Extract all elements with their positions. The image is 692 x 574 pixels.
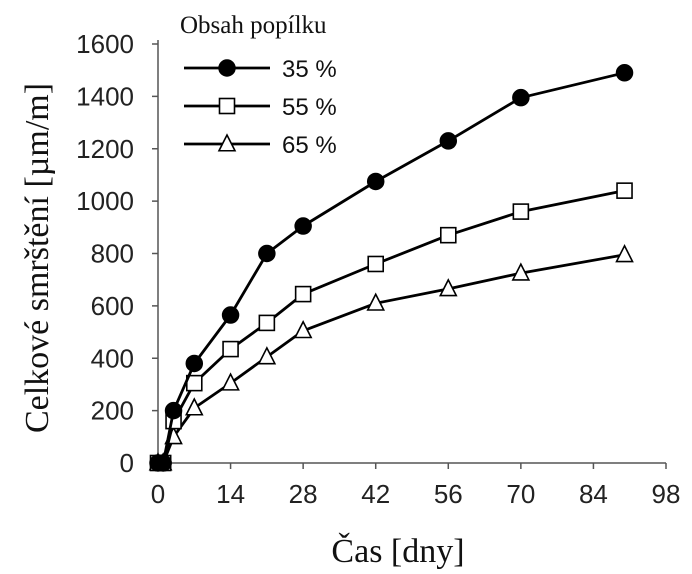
data-point — [222, 340, 239, 358]
y-tick-label: 1600 — [76, 29, 134, 59]
data-point — [221, 372, 240, 391]
data-point — [615, 244, 634, 263]
legend-label: 35 % — [282, 56, 337, 83]
data-point — [512, 88, 530, 107]
x-tick-label: 28 — [289, 479, 318, 509]
data-point — [221, 306, 240, 324]
legend-swatch-marker — [218, 97, 236, 115]
data-point — [366, 292, 386, 311]
y-tick-label: 400 — [91, 343, 134, 373]
y-tick-label: 1000 — [76, 186, 134, 216]
series-1 — [149, 64, 634, 472]
axes: 0 200 400 600 800 1000 1200 1400 1600 0 14 28 42 56 70… — [76, 29, 680, 509]
x-tick-label: 98 — [652, 479, 681, 509]
data-point — [512, 203, 530, 220]
data-point — [185, 354, 204, 373]
data-point — [615, 64, 634, 82]
data-point — [438, 278, 458, 297]
data-point — [294, 285, 312, 303]
data-point — [257, 346, 277, 365]
x-tick-label: 14 — [216, 479, 245, 509]
x-tick-label: 84 — [579, 479, 608, 509]
legend-label: 55 % — [282, 94, 337, 121]
data-point — [616, 182, 633, 199]
x-tick-label: 70 — [506, 479, 535, 509]
legend-swatch-marker — [217, 133, 237, 152]
series-line — [158, 253, 625, 465]
y-tick-label: 1400 — [76, 81, 134, 111]
data-point — [439, 226, 457, 244]
legend-swatch-marker — [218, 59, 236, 77]
data-point — [294, 217, 312, 235]
y-tick-label: 800 — [91, 239, 134, 269]
data-point — [154, 454, 172, 472]
y-axis-title: Celkové smrštění [µm/m] — [19, 83, 56, 433]
y-tick-label: 600 — [91, 291, 134, 321]
data-point — [366, 172, 385, 191]
legend-item-2: 55 % — [184, 94, 337, 121]
y-tick-label: 0 — [120, 448, 134, 478]
data-point — [184, 397, 204, 416]
y-tick-label: 1200 — [76, 134, 134, 164]
x-tick-label: 56 — [434, 479, 463, 509]
legend-item-3: 65 % — [184, 132, 337, 159]
data-point — [293, 319, 313, 339]
series-line — [158, 189, 625, 465]
legend-item-1: 35 % — [184, 56, 337, 83]
data-point — [258, 244, 276, 263]
data-point — [258, 314, 276, 332]
data-point — [439, 132, 458, 150]
x-axis-title: Čas [dny] — [331, 532, 464, 570]
data-point — [511, 262, 531, 281]
y-tick-label: 200 — [91, 396, 134, 426]
legend: Obsah popílku 35 % 55 % 65 % — [180, 12, 337, 159]
legend-title: Obsah popílku — [180, 12, 327, 39]
x-tick-label: 0 — [151, 479, 165, 509]
data-point — [367, 255, 385, 273]
data-point — [164, 401, 183, 420]
x-tick-label: 42 — [361, 479, 390, 509]
legend-label: 65 % — [282, 132, 337, 159]
series-layer — [148, 64, 634, 472]
